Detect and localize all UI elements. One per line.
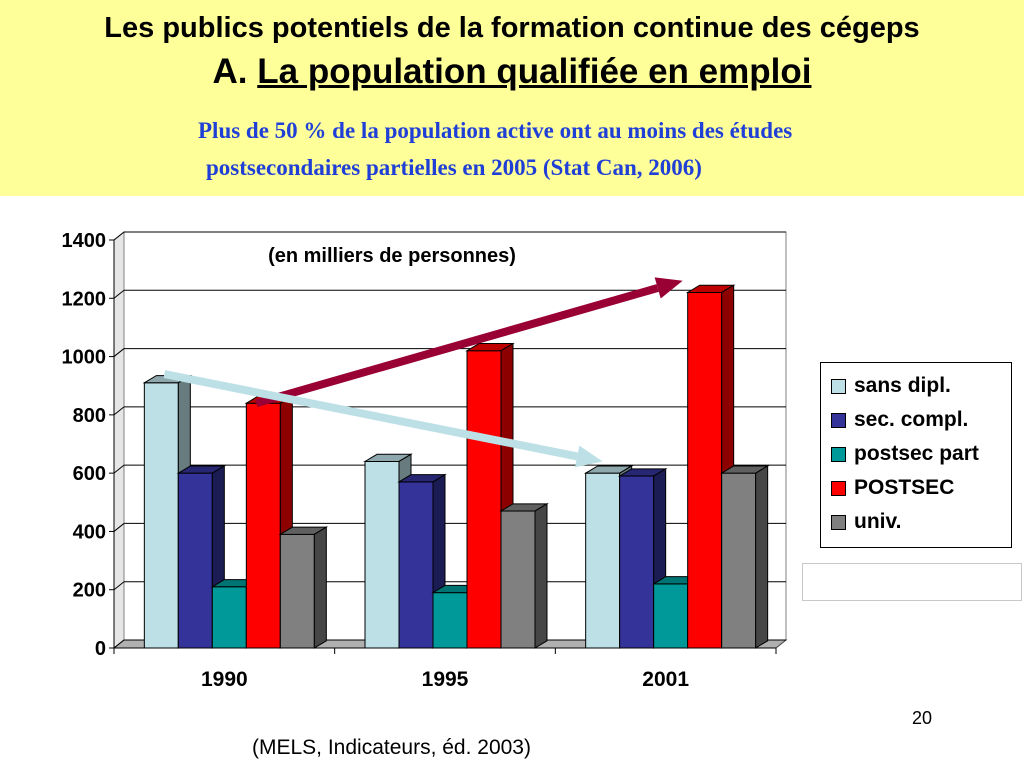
- legend-swatch: [831, 378, 846, 394]
- bar: [177, 472, 213, 649]
- bar: [398, 481, 434, 649]
- bar: [279, 533, 315, 649]
- bar-side: [755, 465, 769, 649]
- legend-swatch: [831, 412, 846, 428]
- gridline-side: [113, 406, 125, 416]
- legend-label: postsec part: [854, 442, 979, 465]
- bar: [364, 460, 400, 649]
- trend-arrowhead: [654, 277, 683, 299]
- subtitle-line1: Plus de 50 % de la population active ont…: [198, 118, 793, 143]
- slide-title: Les publics potentiels de la formation c…: [104, 12, 920, 44]
- bar: [432, 592, 468, 649]
- legend-entry: postsec part: [831, 439, 979, 469]
- bar: [619, 475, 655, 649]
- bar: [585, 472, 621, 649]
- legend-entry: POSTSEC: [831, 473, 954, 503]
- header-band: Les publics potentiels de la formation c…: [0, 0, 1024, 196]
- gridline-side: [113, 464, 125, 474]
- source-note: (MELS, Indicateurs, éd. 2003): [252, 736, 531, 759]
- bar: [245, 402, 281, 649]
- y-tick-label: 1000: [62, 347, 107, 369]
- page-number: 20: [912, 708, 933, 728]
- bar: [466, 350, 502, 649]
- bar: [500, 510, 536, 649]
- gridline-side: [113, 289, 125, 299]
- y-tick-label: 800: [73, 405, 106, 427]
- chart-annotation: (en milliers de personnes): [268, 245, 516, 267]
- empty-box: [802, 563, 1022, 601]
- legend: sans dipl. sec. compl. postsec part POSTSEC…: [820, 362, 1012, 548]
- y-tick-label: 600: [73, 463, 106, 485]
- trend-arrowhead: [575, 445, 603, 468]
- y-tick-label: 200: [73, 580, 106, 602]
- legend-label: POSTSEC: [854, 476, 955, 499]
- y-tick-label: 1400: [62, 230, 107, 252]
- legend-label: sec. compl.: [854, 408, 969, 431]
- bar: [211, 586, 247, 649]
- legend-entry: univ.: [831, 507, 901, 537]
- x-tick-label: 1990: [201, 668, 248, 691]
- legend-swatch: [831, 514, 846, 530]
- gridline-side: [113, 523, 125, 532]
- heading-main: La population qualifiée en emploi: [257, 52, 812, 91]
- legend-entry: sans dipl.: [831, 371, 951, 401]
- bar: [143, 382, 179, 649]
- legend-label: sans dipl.: [854, 374, 951, 397]
- heading-prefix: A.: [212, 52, 258, 91]
- bar-side: [313, 526, 327, 649]
- subtitle-line2: postsecondaires partielles en 2005 (Stat…: [206, 155, 702, 180]
- legend-entry: sec. compl.: [831, 405, 968, 435]
- legend-swatch: [831, 480, 846, 496]
- x-tick-label: 2001: [642, 668, 689, 691]
- bar: [653, 583, 689, 649]
- y-tick-label: 400: [73, 521, 106, 543]
- bar: [687, 291, 723, 649]
- x-tick-label: 1995: [422, 668, 469, 691]
- bar-side: [534, 502, 548, 649]
- gridline-side: [113, 348, 125, 357]
- bar: [721, 472, 757, 649]
- trend-arrow: [163, 370, 578, 461]
- gridline-side: [113, 231, 125, 241]
- trend-arrow: [255, 284, 659, 408]
- legend-swatch: [831, 446, 846, 462]
- slide-heading: A. La population qualifiée en emploi: [0, 52, 1024, 92]
- legend-label: univ.: [854, 510, 902, 533]
- y-tick-label: 1200: [62, 288, 107, 310]
- gridline-side: [113, 639, 125, 649]
- y-tick-label: 0: [95, 638, 106, 660]
- gridline-side: [113, 581, 125, 591]
